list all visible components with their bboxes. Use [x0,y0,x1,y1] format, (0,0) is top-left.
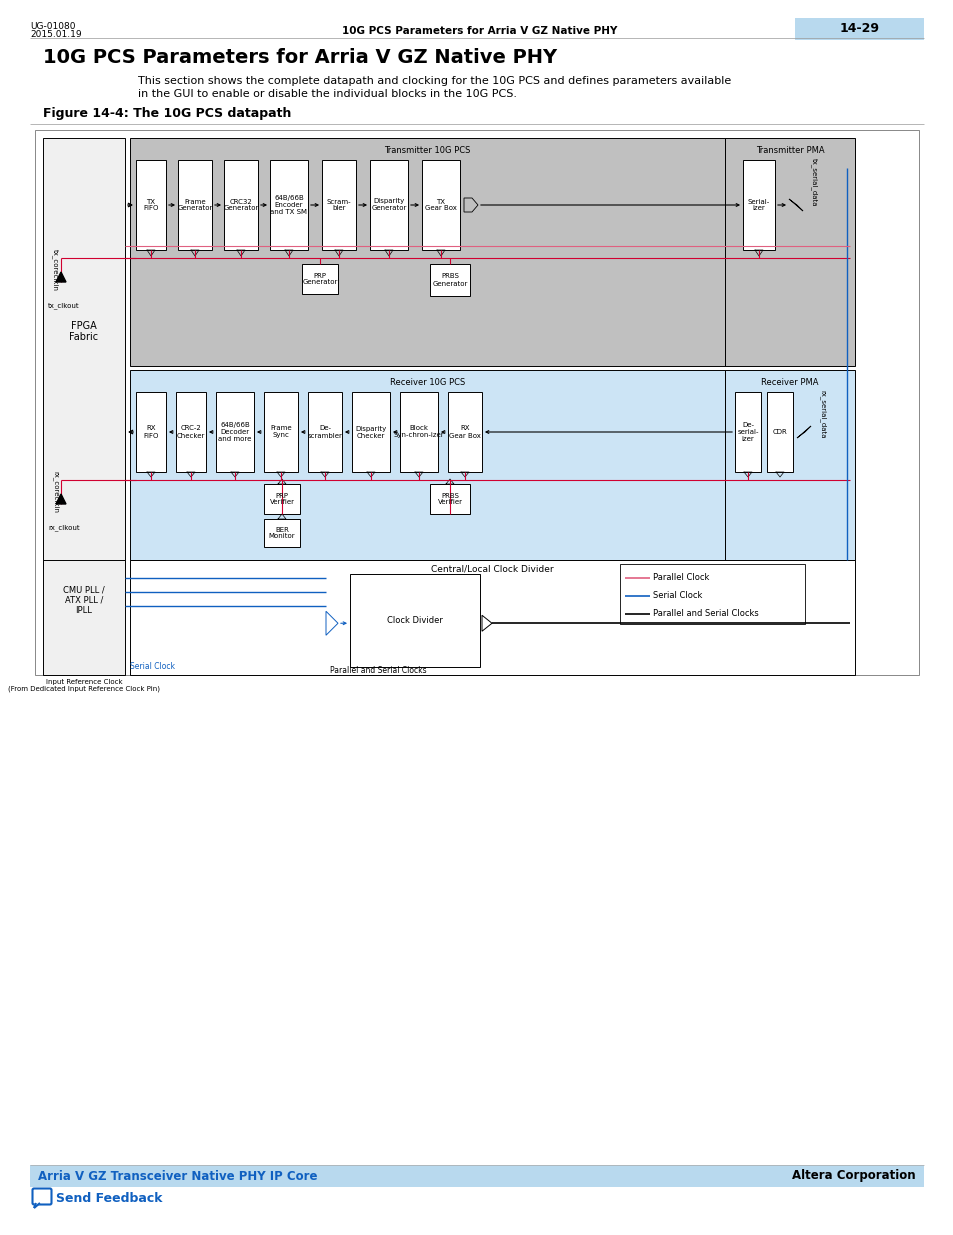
Text: tx_serial_data: tx_serial_data [810,158,817,206]
Text: RX
FIFO: RX FIFO [143,426,158,438]
Bar [215,391,253,472]
Bar [766,391,792,472]
Text: Central/Local Clock Divider: Central/Local Clock Divider [431,564,554,573]
Text: 64B/66B
Encoder
and TX SM: 64B/66B Encoder and TX SM [271,195,307,215]
Bar [308,391,341,472]
Text: Scram-
bler: Scram- bler [326,199,351,211]
Text: De-
serial-
izer: De- serial- izer [737,422,758,442]
Bar [742,161,774,249]
Text: Receiver PMA: Receiver PMA [760,378,818,387]
Text: 14-29: 14-29 [840,22,879,35]
Bar [30,1165,923,1187]
Text: Input Reference Clock
(From Dedicated Input Reference Clock Pin): Input Reference Clock (From Dedicated In… [8,679,160,693]
Text: De-
scrambler: De- scrambler [307,426,342,438]
Bar [724,138,854,366]
Text: CRC32
Generator: CRC32 Generator [223,199,258,211]
Text: rx_clkout: rx_clkout [48,524,79,531]
Bar [322,161,355,249]
Text: RX
Gear Box: RX Gear Box [449,426,480,438]
Text: tx_clkout: tx_clkout [48,303,79,309]
Polygon shape [56,272,66,282]
Text: in the GUI to enable or disable the individual blocks in the 10G PCS.: in the GUI to enable or disable the indi… [138,89,517,99]
Bar [352,391,390,472]
Text: Send Feedback: Send Feedback [56,1192,162,1204]
Bar [136,161,166,249]
Bar [350,574,479,667]
Bar [421,161,459,249]
Text: Receiver 10G PCS: Receiver 10G PCS [390,378,465,387]
Polygon shape [56,494,66,504]
Text: CRC-2
Checker: CRC-2 Checker [176,426,205,438]
Bar [264,391,297,472]
Text: tx_coreclkin: tx_coreclkin [52,249,59,291]
Bar [794,19,923,40]
Bar [175,391,206,472]
Bar [178,161,212,249]
Text: PRBS
Verifier: PRBS Verifier [437,493,462,505]
Text: 64B/66B
Decoder
and more: 64B/66B Decoder and more [218,422,252,442]
Bar [734,391,760,472]
Text: 2015.01.19: 2015.01.19 [30,30,82,40]
Text: Transmitter PMA: Transmitter PMA [755,146,823,156]
Text: TX
FIFO: TX FIFO [143,199,158,211]
Text: CMU PLL /
ATX PLL /
IPLL: CMU PLL / ATX PLL / IPLL [63,585,105,615]
Bar [430,264,470,296]
Text: TX
Gear Box: TX Gear Box [425,199,456,211]
Text: UG-01080: UG-01080 [30,22,75,31]
Text: Serial Clock: Serial Clock [652,592,701,600]
Text: Disparity
Checker: Disparity Checker [355,426,386,438]
Bar [619,564,804,624]
Bar [35,130,918,676]
Text: BER
Monitor: BER Monitor [269,526,295,540]
Text: This section shows the complete datapath and clocking for the 10G PCS and define: This section shows the complete datapath… [138,77,731,86]
Bar [43,559,125,676]
Text: CDR: CDR [772,429,786,435]
Text: Serial Clock: Serial Clock [130,662,174,671]
Text: 10G PCS Parameters for Arria V GZ Native PHY: 10G PCS Parameters for Arria V GZ Native… [43,48,557,67]
Text: Parallel and Serial Clocks: Parallel and Serial Clocks [330,666,426,676]
Text: Block
Syn-chron-izer: Block Syn-chron-izer [394,426,444,438]
Bar [130,370,724,559]
Text: FPGA
Fabric: FPGA Fabric [70,321,98,342]
Text: Altera Corporation: Altera Corporation [792,1170,915,1182]
Bar [270,161,308,249]
Text: 10G PCS Parameters for Arria V GZ Native PHY: 10G PCS Parameters for Arria V GZ Native… [342,26,617,36]
Bar [43,138,125,568]
Bar [430,484,470,514]
Text: Parallel Clock: Parallel Clock [652,573,709,583]
Bar [264,519,299,547]
Text: rx_serial_data: rx_serial_data [818,390,825,438]
Text: Arria V GZ Transceiver Native PHY IP Core: Arria V GZ Transceiver Native PHY IP Cor… [38,1170,317,1182]
Bar [130,138,724,366]
Text: PRBS
Generator: PRBS Generator [432,273,467,287]
Text: Transmitter 10G PCS: Transmitter 10G PCS [384,146,470,156]
Text: Frame
Sync: Frame Sync [270,426,292,438]
Bar [264,484,299,514]
Text: Frame
Generator: Frame Generator [177,199,213,211]
Polygon shape [34,1203,40,1208]
Text: Serial-
izer: Serial- izer [747,199,769,211]
Bar [136,391,166,472]
Text: Figure 14-4: The 10G PCS datapath: Figure 14-4: The 10G PCS datapath [43,107,291,120]
Bar [399,391,437,472]
Text: Clock Divider: Clock Divider [387,616,442,625]
Bar [370,161,408,249]
Bar [448,391,481,472]
Bar [130,559,854,676]
Text: PRP
Generator: PRP Generator [302,273,337,285]
Text: Parallel and Serial Clocks: Parallel and Serial Clocks [652,610,758,619]
Text: rx_coreclkin: rx_coreclkin [52,471,59,513]
Bar [724,370,854,559]
Bar [224,161,257,249]
Text: Disparity
Generator: Disparity Generator [371,199,406,211]
Text: PRP
Verifier: PRP Verifier [269,493,294,505]
Bar [302,264,337,294]
